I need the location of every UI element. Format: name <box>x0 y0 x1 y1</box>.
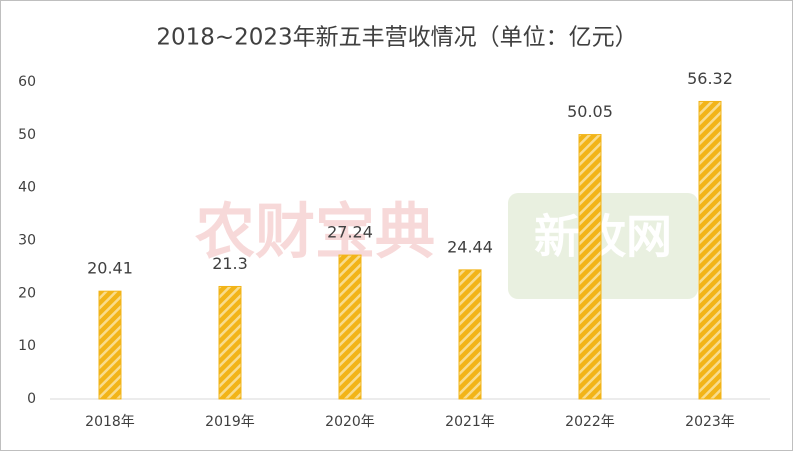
bar <box>218 285 242 400</box>
x-tick-label: 2022年 <box>565 414 615 430</box>
bar <box>338 254 362 400</box>
y-tick-label: 40 <box>18 180 36 196</box>
watermark: 农财宝典 <box>195 198 435 268</box>
x-tick-label: 2021年 <box>445 414 495 430</box>
x-tick-label: 2018年 <box>85 414 135 430</box>
y-tick-label: 10 <box>18 338 36 354</box>
y-tick-label: 60 <box>18 74 36 90</box>
watermark-box <box>508 193 698 299</box>
y-tick-label: 50 <box>18 127 36 143</box>
value-label: 27.24 <box>327 223 373 242</box>
chart-title: 2018~2023年新五丰营收情况（单位：亿元） <box>156 25 637 51</box>
value-label: 20.41 <box>87 259 133 278</box>
y-tick-label: 20 <box>18 285 36 301</box>
value-label: 24.44 <box>447 237 493 256</box>
x-tick-label: 2023年 <box>685 414 735 430</box>
y-tick-label: 0 <box>27 391 36 407</box>
value-label: 21.3 <box>212 254 248 273</box>
value-label: 56.32 <box>687 69 733 88</box>
watermark: 新牧网 <box>534 210 672 264</box>
bar <box>698 100 722 400</box>
y-tick-label: 30 <box>18 233 36 249</box>
bar <box>578 134 602 400</box>
bar <box>98 290 122 400</box>
x-tick-label: 2019年 <box>205 414 255 430</box>
bar <box>458 269 482 400</box>
value-label: 50.05 <box>567 102 613 121</box>
x-tick-label: 2020年 <box>325 414 375 430</box>
